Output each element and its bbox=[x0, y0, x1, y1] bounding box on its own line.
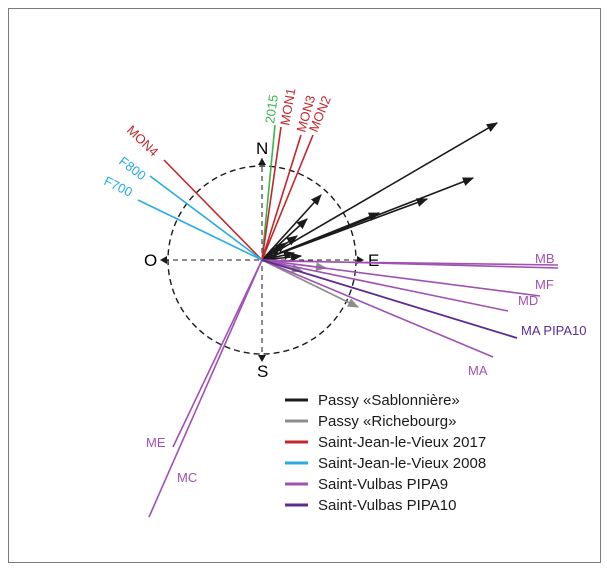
label-me: ME bbox=[146, 435, 166, 450]
cyan-line-f700 bbox=[137, 199, 263, 261]
label-md: MD bbox=[518, 293, 538, 308]
legend-label-saint-vulbas-pipa9: Saint-Vulbas PIPA9 bbox=[318, 476, 448, 493]
black-arrow bbox=[261, 198, 429, 261]
west-tick bbox=[160, 256, 167, 264]
red-line-mon1 bbox=[261, 126, 282, 261]
series-passy-sablonniere bbox=[261, 122, 498, 264]
series-green bbox=[261, 124, 276, 261]
label-f700: F700 bbox=[102, 173, 135, 199]
series-saint-jean-2008 bbox=[137, 175, 263, 261]
black-arrow bbox=[261, 194, 322, 261]
purple-line-mf bbox=[261, 259, 541, 297]
compass-south-label: S bbox=[257, 362, 268, 381]
label-mon4: MON4 bbox=[124, 122, 161, 159]
compass-north-label: N bbox=[256, 139, 268, 158]
legend-label-passy-sablonniere: Passy «Sablonnière» bbox=[318, 392, 460, 409]
figure-frame bbox=[8, 8, 601, 563]
label-ma-pipa10: MA PIPA10 bbox=[521, 323, 587, 338]
green-line-2015 bbox=[261, 124, 276, 261]
label-mf: MF bbox=[535, 277, 554, 292]
label-ma: MA bbox=[468, 363, 488, 378]
south-tick bbox=[258, 355, 266, 362]
purple-line-md bbox=[261, 259, 509, 312]
red-line-mon2 bbox=[261, 134, 314, 261]
legend-label-saint-vulbas-pipa10: Saint-Vulbas PIPA10 bbox=[318, 497, 456, 514]
purple-line-me bbox=[172, 259, 263, 448]
series-passy-richebourg bbox=[261, 259, 360, 308]
grey-arrow bbox=[261, 259, 360, 308]
purple-line-mb-2 bbox=[261, 260, 559, 266]
label-2015: 2015 bbox=[262, 94, 281, 125]
label-mc: MC bbox=[177, 470, 197, 485]
dark-purple-line-ma-pipa10 bbox=[261, 259, 518, 339]
label-mon1: MON1 bbox=[277, 87, 298, 127]
black-arrow bbox=[261, 122, 498, 261]
black-arrow bbox=[261, 212, 381, 261]
series-saint-jean-2017 bbox=[163, 126, 314, 261]
red-line-mon3 bbox=[261, 134, 302, 261]
series-saint-vulbas-pipa9 bbox=[148, 259, 559, 518]
north-tick bbox=[258, 158, 266, 165]
cyan-line-f800 bbox=[149, 175, 263, 261]
legend-label-passy-richebourg: Passy «Richebourg» bbox=[318, 413, 456, 430]
compass-east-label: E bbox=[368, 251, 379, 270]
legend-label-saint-jean-2017: Saint-Jean-le-Vieux 2017 bbox=[318, 434, 486, 451]
label-mb: MB bbox=[535, 251, 555, 266]
series-saint-vulbas-pipa10 bbox=[261, 259, 518, 339]
purple-line-ma bbox=[261, 259, 494, 358]
purple-line-mc bbox=[148, 259, 263, 518]
legend: Passy «Sablonnière» Passy «Richebourg» S… bbox=[285, 392, 486, 514]
compass-west-label: O bbox=[144, 251, 157, 270]
red-line-mon4 bbox=[163, 159, 263, 261]
black-arrow bbox=[261, 218, 308, 261]
legend-label-saint-jean-2008: Saint-Jean-le-Vieux 2008 bbox=[318, 455, 486, 472]
